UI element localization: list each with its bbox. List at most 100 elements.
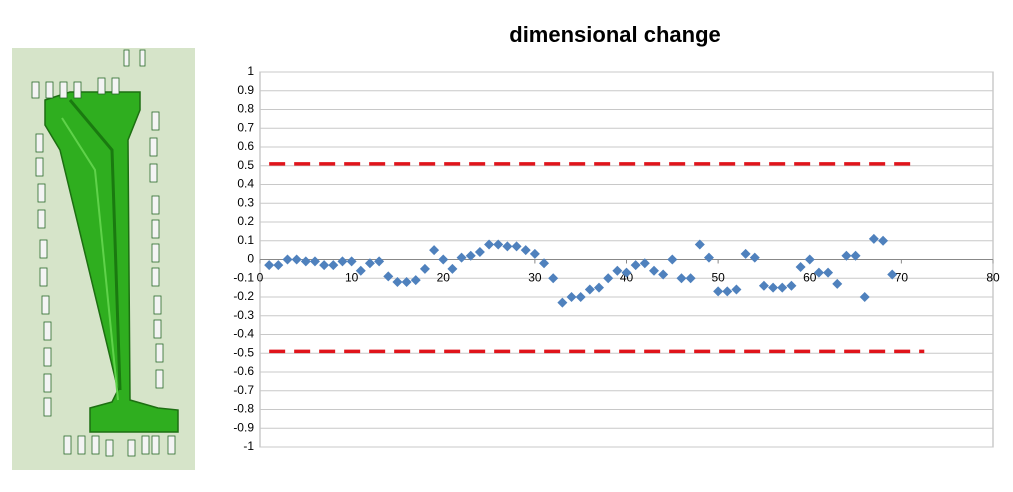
y-tick-label: 1: [247, 64, 254, 78]
x-tick-label: 60: [803, 271, 817, 285]
data-point: [584, 284, 595, 295]
data-point: [364, 258, 375, 269]
data-point: [300, 256, 311, 267]
data-point: [648, 265, 659, 276]
data-point: [768, 282, 779, 293]
x-tick-label: 70: [895, 271, 909, 285]
data-point: [520, 245, 531, 256]
y-tick-label: 0.3: [237, 195, 254, 209]
data-point: [484, 239, 495, 250]
data-point: [713, 286, 724, 297]
y-tick-label: 0.6: [237, 139, 254, 153]
data-point: [264, 260, 275, 271]
data-point: [282, 254, 293, 265]
y-tick-label: 0: [247, 252, 254, 266]
data-point: [474, 247, 485, 257]
y-tick-label: -0.6: [233, 364, 254, 378]
data-point: [401, 277, 412, 287]
y-tick-label: -0.2: [233, 289, 254, 303]
data-point: [786, 280, 797, 291]
y-tick-label: 0.8: [237, 102, 254, 116]
data-point: [456, 252, 467, 263]
data-point: [603, 273, 614, 284]
y-tick-label: -0.1: [233, 270, 254, 284]
data-point: [539, 258, 550, 269]
data-point: [658, 269, 669, 280]
data-point: [447, 263, 458, 274]
data-point: [548, 273, 559, 284]
data-point: [529, 248, 540, 259]
data-point: [429, 245, 440, 256]
data-point: [823, 267, 834, 278]
y-tick-label: 0.1: [237, 233, 254, 247]
data-point: [813, 267, 824, 278]
data-point: [291, 254, 302, 265]
data-point: [795, 262, 806, 272]
part-rib: [61, 117, 119, 401]
data-point: [328, 260, 339, 271]
x-tick-label: 0: [257, 271, 264, 285]
data-point: [758, 280, 769, 291]
y-tick-label: 0.2: [237, 214, 254, 228]
y-tick-label: 0.7: [237, 120, 254, 134]
y-tick-label: -1: [243, 439, 254, 453]
data-point: [511, 241, 522, 252]
data-point: [346, 256, 357, 267]
data-point: [676, 273, 687, 284]
y-tick-label: 0.5: [237, 158, 254, 172]
data-point: [392, 277, 403, 287]
data-point: [859, 292, 870, 302]
data-point: [667, 254, 678, 265]
y-tick-label: -0.5: [233, 345, 254, 359]
x-tick-label: 80: [986, 271, 1000, 285]
data-point: [878, 235, 889, 246]
data-point: [703, 252, 714, 263]
data-point: [337, 256, 348, 267]
part-image: [12, 48, 195, 470]
data-point: [777, 282, 788, 293]
data-point: [722, 286, 733, 297]
data-point: [575, 292, 586, 302]
chart-title: dimensional change: [509, 22, 721, 47]
data-point: [841, 250, 852, 261]
data-point: [630, 260, 641, 271]
data-point: [383, 271, 394, 282]
y-tick-label: -0.7: [233, 383, 254, 397]
x-tick-label: 20: [437, 271, 451, 285]
data-point: [639, 258, 650, 269]
data-point: [685, 273, 696, 284]
data-point: [621, 267, 632, 278]
data-point: [694, 239, 705, 250]
data-point: [612, 265, 623, 276]
x-tick-label: 10: [345, 271, 359, 285]
data-point: [832, 278, 843, 289]
data-point: [410, 275, 421, 286]
data-point: [850, 250, 861, 261]
y-tick-label: -0.4: [233, 327, 254, 341]
y-tick-label: -0.3: [233, 308, 254, 322]
data-point: [355, 265, 366, 276]
data-point: [731, 284, 742, 295]
x-tick-label: 50: [711, 271, 725, 285]
data-point: [594, 282, 605, 293]
x-tick-label: 30: [528, 271, 542, 285]
data-point: [419, 263, 430, 274]
data-point: [868, 233, 879, 244]
data-point: [319, 260, 330, 271]
data-point: [566, 292, 577, 302]
data-point: [465, 250, 476, 261]
data-point: [273, 260, 284, 271]
data-point: [309, 256, 320, 267]
data-point: [502, 241, 513, 252]
y-tick-label: -0.9: [233, 420, 254, 434]
y-tick-label: 0.4: [237, 177, 254, 191]
y-tick-label: -0.8: [233, 402, 254, 416]
data-point: [493, 239, 504, 250]
label-boxes: [31, 49, 176, 457]
y-tick-label: 0.9: [237, 83, 254, 97]
data-point: [740, 248, 751, 259]
data-point: [749, 252, 760, 263]
data-point: [804, 254, 815, 265]
part-rib: [68, 99, 122, 391]
